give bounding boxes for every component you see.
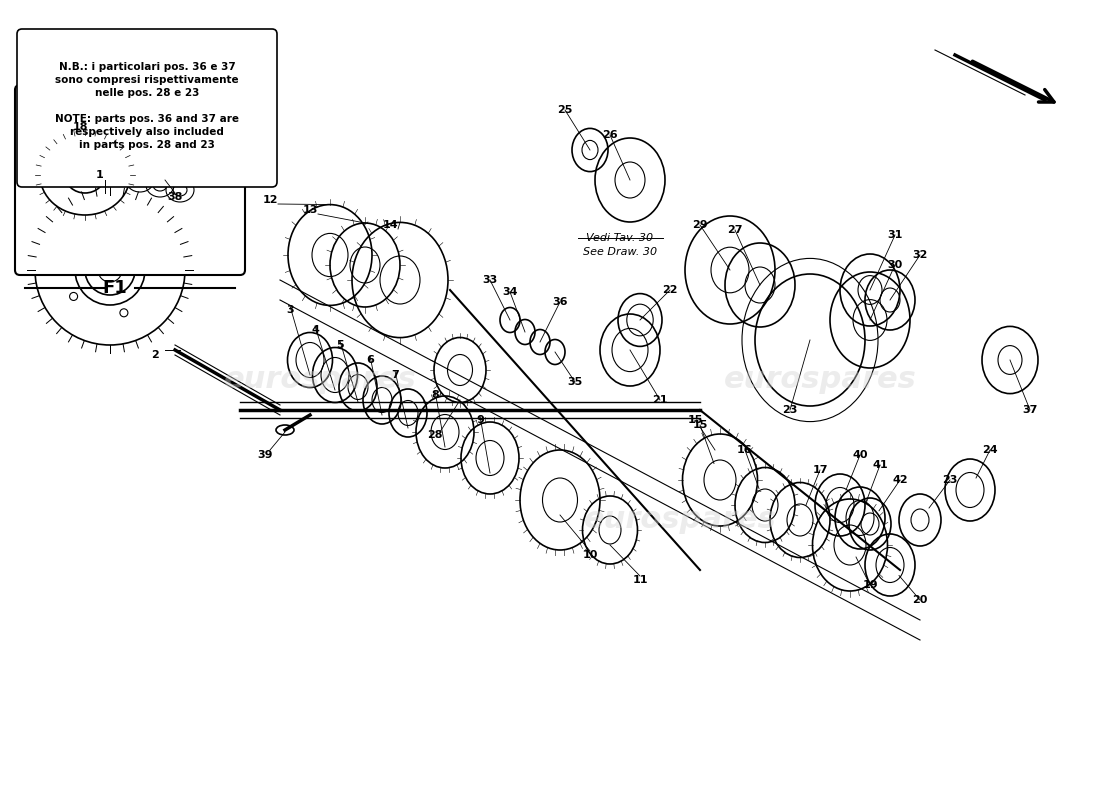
Text: 33: 33: [483, 275, 497, 285]
Text: 4: 4: [311, 325, 319, 335]
Text: 34: 34: [503, 287, 518, 297]
Text: 17: 17: [812, 465, 827, 475]
Text: 28: 28: [427, 430, 442, 440]
Text: 35: 35: [568, 377, 583, 387]
Text: 1: 1: [96, 170, 103, 180]
Text: eurospares: eurospares: [724, 366, 916, 394]
Text: 15: 15: [692, 420, 707, 430]
Text: 32: 32: [912, 250, 927, 260]
Text: 2: 2: [151, 350, 158, 360]
Text: 10: 10: [582, 550, 597, 560]
Text: N.B.: i particolari pos. 36 e 37
sono compresi rispettivamente
nelle pos. 28 e 2: N.B.: i particolari pos. 36 e 37 sono co…: [55, 62, 239, 98]
Text: 39: 39: [257, 450, 273, 460]
Text: 38: 38: [167, 192, 183, 202]
Text: F1: F1: [102, 279, 128, 297]
Text: 15: 15: [688, 415, 703, 425]
Text: 27: 27: [727, 225, 742, 235]
Text: 19: 19: [862, 580, 878, 590]
Text: 14: 14: [382, 220, 398, 230]
Text: 42: 42: [892, 475, 907, 485]
Text: NOTE: parts pos. 36 and 37 are
respectively also included
in parts pos. 28 and 2: NOTE: parts pos. 36 and 37 are respectiv…: [55, 114, 239, 150]
Text: 25: 25: [558, 105, 573, 115]
Text: 3: 3: [286, 305, 294, 315]
Text: 29: 29: [692, 220, 707, 230]
Text: 22: 22: [662, 285, 678, 295]
Text: Vedi Tav. 30
See Draw. 30: Vedi Tav. 30 See Draw. 30: [583, 233, 657, 257]
Text: eurospares: eurospares: [584, 506, 777, 534]
FancyBboxPatch shape: [16, 29, 277, 187]
Text: 9: 9: [476, 415, 484, 425]
Text: 37: 37: [1022, 405, 1037, 415]
Text: 6: 6: [366, 355, 374, 365]
Text: 13: 13: [302, 205, 318, 215]
Text: 31: 31: [888, 230, 903, 240]
Text: 23: 23: [943, 475, 958, 485]
Text: 16: 16: [737, 445, 752, 455]
Text: eurospares: eurospares: [223, 366, 417, 394]
Text: 7: 7: [392, 370, 399, 380]
FancyBboxPatch shape: [15, 85, 245, 275]
Text: 11: 11: [632, 575, 648, 585]
Text: 12: 12: [262, 195, 277, 205]
Text: 40: 40: [852, 450, 868, 460]
Text: 41: 41: [872, 460, 888, 470]
Text: 30: 30: [888, 260, 903, 270]
Text: 21: 21: [652, 395, 668, 405]
Text: 23: 23: [782, 405, 797, 415]
Text: 18: 18: [73, 122, 88, 132]
Text: 26: 26: [602, 130, 618, 140]
Text: 24: 24: [982, 445, 998, 455]
Text: 5: 5: [337, 340, 344, 350]
Text: 20: 20: [912, 595, 927, 605]
Text: 8: 8: [431, 390, 439, 400]
Text: 36: 36: [552, 297, 568, 307]
